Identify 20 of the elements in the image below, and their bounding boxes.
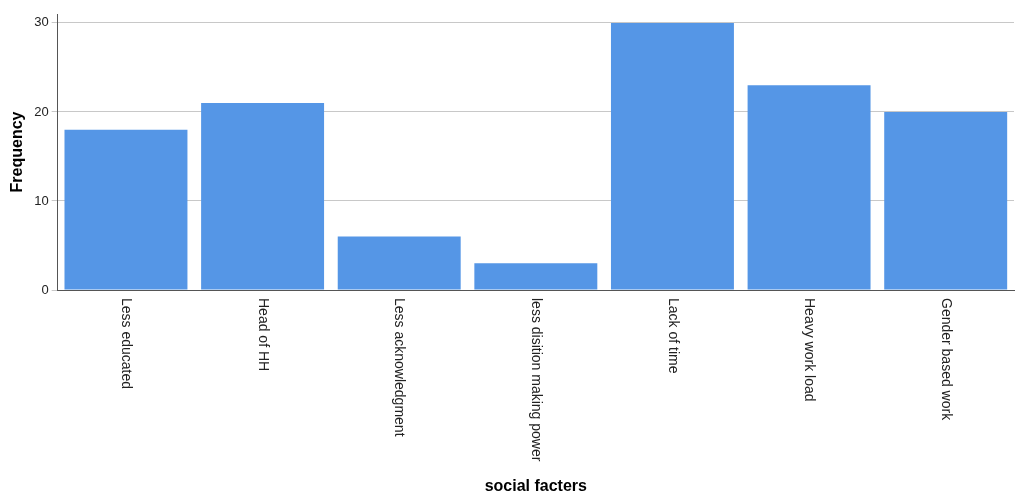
x-tick-label: Less acknowledgment [392, 298, 409, 437]
x-axis-title: social facters [484, 476, 588, 494]
bar [337, 236, 461, 290]
y-axis-title: Frequency [8, 111, 26, 193]
bar [474, 263, 598, 290]
x-tick-label: Head of HH [255, 298, 272, 372]
x-tick-label: Lack of time [665, 298, 682, 374]
bar [884, 111, 1008, 290]
x-tick-label: Gender based work [938, 298, 955, 422]
y-tick-label: 20 [34, 103, 49, 119]
bar [747, 85, 871, 290]
bar [201, 103, 325, 290]
x-tick-label: less disition making power [528, 298, 545, 462]
x-tick-label: Less educated [119, 298, 136, 390]
bar [610, 22, 734, 290]
x-tick-label: Heavy work load [802, 298, 819, 402]
y-tick-label: 0 [41, 281, 49, 297]
y-tick-label: 10 [34, 192, 49, 208]
bar [64, 129, 188, 290]
y-tick-label: 30 [34, 14, 49, 30]
